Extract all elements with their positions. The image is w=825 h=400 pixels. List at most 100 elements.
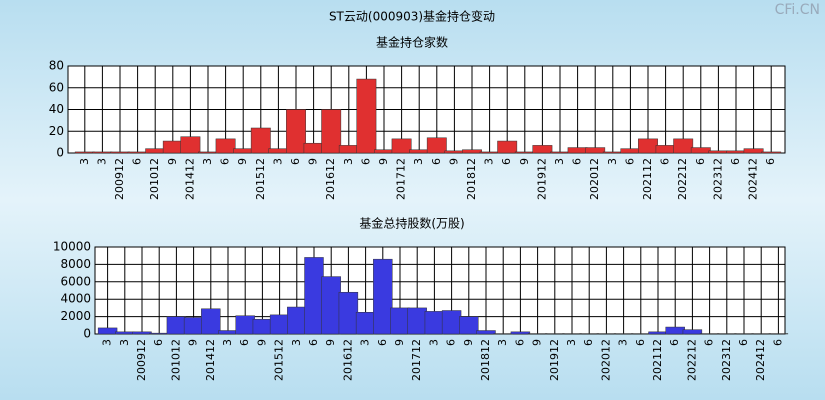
bar <box>252 318 273 335</box>
x-tick-label: 201712 <box>410 339 423 381</box>
x-tick-label: 6 <box>764 158 777 165</box>
x-tick-label: 201512 <box>254 158 267 200</box>
x-tick-label: 6 <box>729 158 742 165</box>
x-tick-label: 201412 <box>204 339 217 381</box>
bar <box>356 78 377 154</box>
watermark: CFi.CN <box>775 2 820 18</box>
bar <box>304 257 324 335</box>
x-tick-label: 6 <box>668 339 681 346</box>
bar <box>355 312 376 335</box>
x-tick-label: 201012 <box>169 339 182 381</box>
x-tick-label: 201412 <box>183 158 196 200</box>
x-tick-label: 201912 <box>535 158 548 200</box>
x-tick-label: 201612 <box>324 158 337 200</box>
bar <box>183 317 204 335</box>
bar <box>215 138 236 154</box>
bar <box>648 331 668 335</box>
bar <box>287 306 307 335</box>
bar <box>761 151 782 154</box>
chart-title: 基金总持股数(万股) <box>359 216 464 231</box>
x-tick-label: 9 <box>166 158 179 165</box>
bar <box>162 140 183 154</box>
y-tick-label: 40 <box>49 102 64 116</box>
bar <box>655 145 676 154</box>
x-tick-label: 202212 <box>685 339 698 381</box>
x-tick-label: 201012 <box>148 158 161 200</box>
bar <box>269 314 290 335</box>
x-tick-label: 9 <box>518 158 531 165</box>
x-tick-label: 200912 <box>113 158 126 200</box>
bar <box>567 147 588 154</box>
x-tick-label: 202312 <box>711 158 724 200</box>
bar <box>476 330 496 335</box>
x-tick-label: 201812 <box>479 339 492 381</box>
x-tick-label: 202312 <box>720 339 733 381</box>
x-tick-label: 202012 <box>588 158 601 200</box>
x-tick-label: 6 <box>737 339 750 346</box>
x-tick-label: 201712 <box>395 158 408 200</box>
bar <box>424 311 445 335</box>
x-tick-label: 9 <box>447 158 460 165</box>
x-tick-label: 6 <box>659 158 672 165</box>
bar <box>92 151 113 154</box>
bar <box>602 151 623 154</box>
x-tick-label: 3 <box>565 339 578 346</box>
x-tick-label: 3 <box>201 158 214 165</box>
x-tick-label: 202412 <box>754 339 767 381</box>
x-tick-label: 3 <box>606 158 619 165</box>
bar <box>321 109 342 154</box>
bar <box>638 138 658 154</box>
x-tick-label: 201512 <box>273 339 286 381</box>
bar <box>510 331 531 335</box>
x-tick-label: 3 <box>271 158 284 165</box>
x-tick-label: 202012 <box>599 339 612 381</box>
x-tick-label: 9 <box>236 158 249 165</box>
y-tick-label: 8000 <box>60 257 91 271</box>
x-tick-label: 6 <box>307 339 320 346</box>
bar <box>409 149 430 154</box>
x-tick-label: 6 <box>445 339 458 346</box>
x-tick-label: 6 <box>430 158 443 165</box>
bar <box>110 151 130 154</box>
y-tick-label: 0 <box>56 146 64 160</box>
y-tick-label: 4000 <box>60 292 91 306</box>
x-tick-label: 3 <box>78 158 91 165</box>
bar <box>441 310 462 335</box>
x-tick-label: 3 <box>496 339 509 346</box>
bar <box>462 149 482 154</box>
x-tick-label: 9 <box>187 339 200 346</box>
bar <box>166 316 187 335</box>
x-tick-label: 3 <box>221 339 234 346</box>
bar <box>497 140 518 154</box>
x-tick-label: 9 <box>307 158 320 165</box>
bar <box>286 109 306 154</box>
bar <box>127 151 148 154</box>
chart-title: 基金持仓家数 <box>376 35 448 50</box>
y-tick-label: 60 <box>49 80 64 94</box>
bar <box>726 150 746 154</box>
x-tick-label: 201812 <box>465 158 478 200</box>
x-tick-label: 6 <box>634 339 647 346</box>
x-tick-label: 200912 <box>135 339 148 381</box>
bar <box>145 148 166 154</box>
x-tick-label: 6 <box>131 158 144 165</box>
x-tick-label: 3 <box>118 339 131 346</box>
bar <box>373 258 393 335</box>
x-tick-label: 6 <box>238 339 251 346</box>
bar <box>390 307 410 335</box>
x-tick-label: 6 <box>571 158 584 165</box>
y-tick-label: 0 <box>83 327 91 341</box>
x-tick-label: 3 <box>95 158 108 165</box>
bar <box>708 150 729 154</box>
x-tick-label: 9 <box>324 339 337 346</box>
bar <box>235 315 255 335</box>
x-tick-label: 6 <box>582 339 595 346</box>
bar <box>391 138 412 154</box>
x-tick-label: 6 <box>513 339 526 346</box>
x-tick-label: 3 <box>617 339 630 346</box>
bar <box>268 148 289 154</box>
x-tick-label: 6 <box>359 158 372 165</box>
bar <box>426 137 447 154</box>
bar <box>149 332 169 335</box>
